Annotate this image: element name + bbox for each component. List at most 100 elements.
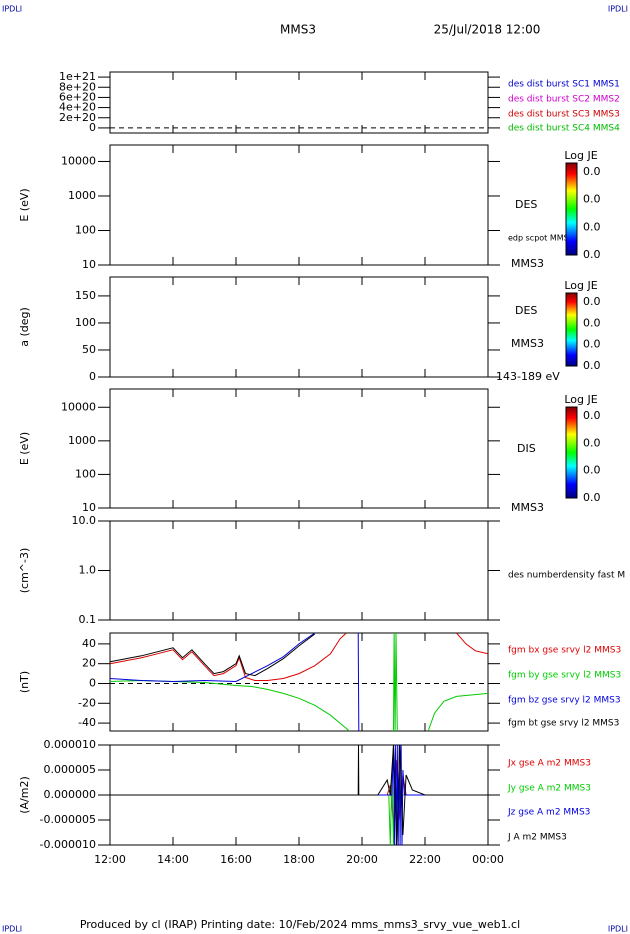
side-label: MMS3: [511, 257, 544, 270]
date: 25/Jul/2018 12:00: [434, 23, 541, 37]
legend-entry: des dist burst SC3 MMS3: [508, 110, 620, 120]
side-label: des numberdensity fast M: [508, 571, 625, 581]
y-tick-label: 10.0: [72, 514, 97, 527]
corner-label: IPDLI: [608, 925, 628, 934]
y-tick-label: 0.000000: [44, 788, 97, 801]
corner-label: IPDLI: [2, 925, 22, 934]
y-tick-label: 10: [82, 258, 96, 271]
x-tick-label: 00:00: [472, 853, 504, 866]
y-tick-label: 8e+20: [59, 80, 96, 93]
title: MMS3: [280, 23, 316, 37]
y-tick-label: 6e+20: [59, 90, 96, 103]
data-line: [110, 633, 360, 731]
y-tick-label: 1000: [68, 189, 96, 202]
side-label: DIS: [517, 442, 536, 455]
y-tick-label: 10000: [61, 154, 96, 167]
panel-frame: [109, 520, 489, 621]
legend-entry: des dist burst SC4 MMS4: [508, 124, 620, 134]
legend-entry: Jz gse A m2 MMS3: [507, 808, 590, 818]
y-axis-label: E (eV): [18, 188, 31, 221]
y-tick-label: 0: [89, 676, 96, 689]
y-tick-label: 0: [89, 121, 96, 134]
y-tick-label: 100: [75, 223, 96, 236]
y-tick-label: 0: [89, 370, 96, 383]
data-line: [110, 774, 488, 845]
y-tick-label: 10: [82, 501, 96, 514]
y-tick-label: -40: [78, 716, 96, 729]
data-line: [110, 633, 316, 677]
legend-entry: J A m2 MMS3: [507, 833, 567, 843]
colorbar-label: 0.0: [583, 295, 601, 308]
footer: Produced by cl (IRAP) Printing date: 10/…: [80, 918, 520, 931]
data-line: [110, 745, 488, 845]
colorbar-label: 0.0: [583, 248, 601, 261]
colorbar-label: 0.0: [583, 316, 601, 329]
x-tick-label: 16:00: [220, 853, 252, 866]
data-line: [110, 633, 488, 681]
y-tick-label: 1e+21: [59, 70, 96, 83]
y-tick-label: 0.1: [79, 613, 97, 626]
y-tick-label: -20: [78, 696, 96, 709]
panel-frame: [109, 276, 489, 378]
corner-label: IPDLI: [608, 5, 628, 14]
y-tick-label: 1000: [68, 434, 96, 447]
y-axis-label: a (deg): [18, 307, 31, 347]
y-axis-label: E (eV): [18, 432, 31, 465]
legend-entry: Jx gse A m2 MMS3: [507, 759, 591, 769]
y-tick-label: 1.0: [79, 564, 97, 577]
y-tick-label: 2e+20: [59, 111, 96, 124]
colorbar-label: 0.0: [583, 193, 601, 206]
colorbar-label: 0.0: [583, 220, 601, 233]
legend-entry: fgm bx gse srvy l2 MMS3: [508, 646, 621, 656]
y-tick-label: -0.000010: [40, 838, 96, 851]
panel-frame: [109, 71, 489, 134]
legend-entry: fgm bt gse srvy l2 MMS3: [508, 719, 619, 729]
legend-entry: fgm by gse srvy l2 MMS3: [508, 671, 621, 681]
colorbar: [565, 292, 578, 367]
legend-entry: des dist burst SC1 MMS1: [508, 80, 620, 90]
legend-entry: des dist burst SC2 MMS2: [508, 95, 620, 105]
side-label: 143-189 eV: [496, 370, 560, 383]
y-tick-label: 150: [75, 289, 96, 302]
y-tick-label: 0.000005: [44, 763, 97, 776]
side-label: DES: [515, 198, 537, 211]
y-tick-label: 50: [82, 343, 96, 356]
legend-entry: Jy gse A m2 MMS3: [507, 784, 591, 794]
y-tick-label: -0.000005: [40, 813, 96, 826]
side-label: edp scpot MMS3: [508, 234, 574, 243]
corner-label: IPDLI: [2, 5, 22, 14]
colorbar-label: 0.0: [583, 359, 601, 372]
colorbar: [565, 406, 578, 499]
side-label: DES: [515, 304, 537, 317]
y-tick-label: 0.000010: [44, 738, 97, 751]
panel-frame: [109, 388, 489, 509]
colorbar-title: Log JE: [564, 149, 597, 162]
colorbar-label: 0.0: [583, 464, 601, 477]
x-tick-label: 20:00: [346, 853, 378, 866]
colorbar-title: Log JE: [564, 393, 597, 406]
x-tick-label: 18:00: [283, 853, 315, 866]
y-tick-label: 100: [75, 467, 96, 480]
colorbar-title: Log JE: [564, 279, 597, 292]
data-line: [110, 759, 488, 826]
colorbar-label: 0.0: [583, 338, 601, 351]
y-tick-label: 20: [82, 657, 96, 670]
data-line: [110, 633, 488, 731]
legend-entry: fgm bz gse srvy l2 MMS3: [508, 696, 621, 706]
colorbar: [565, 162, 578, 256]
y-tick-label: 10000: [61, 400, 96, 413]
data-line: [110, 745, 488, 845]
panel-frame: [109, 632, 489, 732]
x-tick-label: 22:00: [409, 853, 441, 866]
colorbar-label: 0.0: [583, 165, 601, 178]
y-tick-label: 40: [82, 637, 96, 650]
side-label: MMS3: [511, 501, 544, 514]
panel-frame: [109, 144, 489, 266]
y-axis-label: (A/m2): [18, 776, 31, 814]
side-label: MMS3: [511, 337, 544, 350]
x-tick-label: 14:00: [157, 853, 189, 866]
y-tick-label: 4e+20: [59, 101, 96, 114]
colorbar-label: 0.0: [583, 491, 601, 504]
colorbar-label: 0.0: [583, 436, 601, 449]
